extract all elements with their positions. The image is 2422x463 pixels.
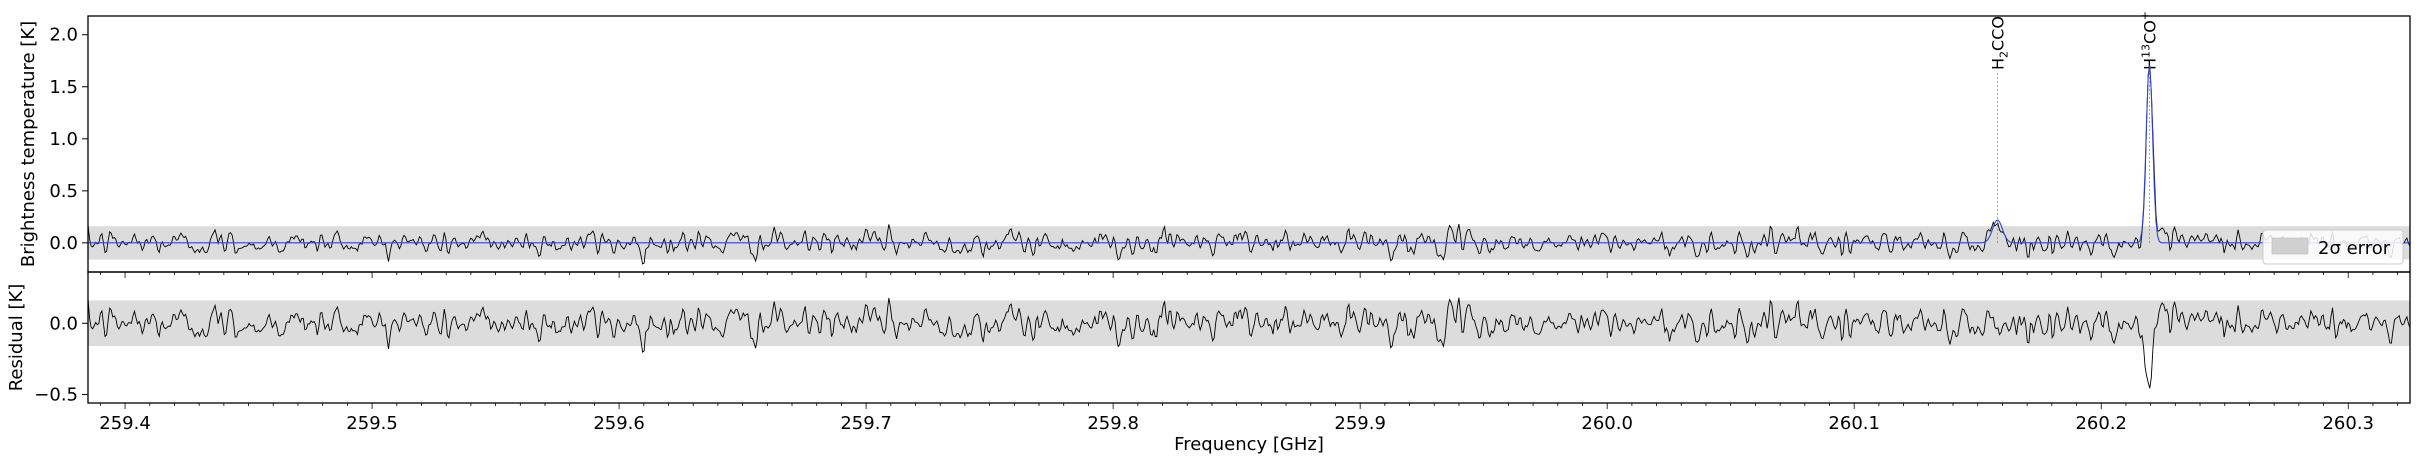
x-axis-label: Frequency [GHz]	[1174, 434, 1324, 455]
y-tick-label: −0.5	[34, 384, 78, 405]
residual-y-axis-label: Residual [K]	[6, 284, 27, 392]
observed-spectrum-line	[87, 65, 2411, 265]
x-tick-label: 259.9	[1334, 413, 1386, 434]
x-tick-label: 259.6	[593, 413, 645, 434]
residual-y-ticks: −0.5 0.0	[34, 313, 88, 405]
y-tick-label: 1.0	[49, 129, 78, 150]
spectrum-panel: H2CCO H13CO+ 0.0 0.5 1.0 1.5 2.0 Brightness t…	[18, 11, 2411, 278]
residual-plot-frame	[87, 271, 2411, 404]
y-tick-label: 2.0	[49, 25, 78, 46]
x-tick-label: 259.7	[840, 413, 892, 434]
x-tick-label: 259.4	[99, 413, 151, 434]
spectrum-y-ticks: 0.0 0.5 1.0 1.5 2.0	[49, 25, 88, 254]
x-tick-label: 259.8	[1087, 413, 1139, 434]
line-label-1: H13CO+	[2138, 11, 2159, 70]
line-label-0: H2CCO	[1988, 16, 2010, 70]
model-spectrum-line	[88, 64, 2410, 244]
spectrum-y-axis-label: Brightness temperature [K]	[18, 21, 39, 267]
x-tick-label: 260.2	[2075, 413, 2127, 434]
x-tick-label: 259.5	[346, 413, 398, 434]
spectral-line-markers: H2CCO H13CO+	[1988, 11, 2159, 243]
x-tick-label: 260.3	[2322, 413, 2374, 434]
y-tick-label: 0.0	[49, 233, 78, 254]
legend-label-error: 2σ error	[2318, 238, 2391, 259]
residual-x-ticks: 259.4 259.5 259.6 259.7 259.8 259.9 260.0 260.1…	[99, 403, 2399, 434]
x-tick-label: 260.0	[1581, 413, 1633, 434]
legend-swatch-error	[2271, 237, 2309, 255]
residual-line	[87, 297, 2411, 389]
y-tick-label: 0.0	[49, 313, 78, 334]
residual-panel: −0.5 0.0 259.4 259.5 259.6 259.7 259.8 259.9 26…	[6, 271, 2411, 455]
y-tick-label: 1.5	[49, 77, 78, 98]
y-tick-label: 0.5	[49, 181, 78, 202]
x-tick-label: 260.1	[1828, 413, 1880, 434]
legend: 2σ error	[2262, 229, 2404, 265]
spectrum-x-ticks	[99, 272, 2399, 278]
